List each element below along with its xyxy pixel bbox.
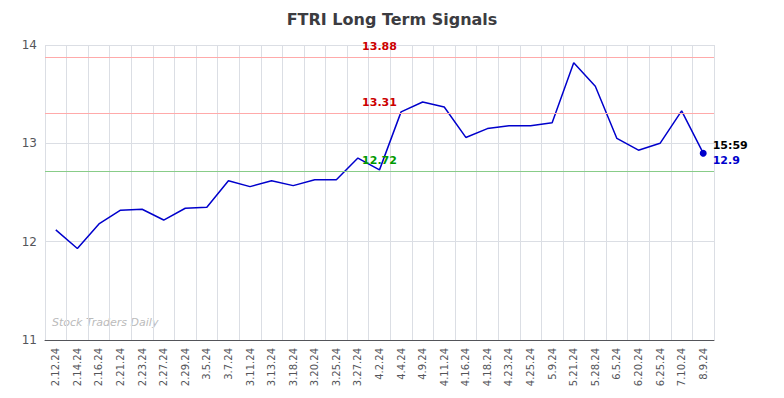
svg-text:6.25.24: 6.25.24 xyxy=(655,348,666,386)
svg-text:2.29.24: 2.29.24 xyxy=(180,348,191,386)
svg-text:2.21.24: 2.21.24 xyxy=(115,348,126,386)
svg-text:4.9.24: 4.9.24 xyxy=(417,348,428,380)
svg-text:12.9: 12.9 xyxy=(713,154,740,167)
svg-text:3.7.24: 3.7.24 xyxy=(223,348,234,380)
svg-text:2.14.24: 2.14.24 xyxy=(72,348,83,386)
svg-text:3.25.24: 3.25.24 xyxy=(331,348,342,386)
svg-text:4.2.24: 4.2.24 xyxy=(374,348,385,380)
svg-text:2.27.24: 2.27.24 xyxy=(158,348,169,386)
svg-text:4.25.24: 4.25.24 xyxy=(525,348,536,386)
svg-text:6.20.24: 6.20.24 xyxy=(633,348,644,386)
svg-text:3.20.24: 3.20.24 xyxy=(309,348,320,386)
svg-text:3.13.24: 3.13.24 xyxy=(266,348,277,386)
svg-text:2.23.24: 2.23.24 xyxy=(137,348,148,386)
svg-text:14: 14 xyxy=(22,38,37,52)
svg-text:2.16.24: 2.16.24 xyxy=(93,348,104,386)
svg-text:6.5.24: 6.5.24 xyxy=(611,348,622,380)
svg-text:5.9.24: 5.9.24 xyxy=(547,348,558,380)
svg-text:13: 13 xyxy=(22,136,37,150)
svg-text:Stock Traders Daily: Stock Traders Daily xyxy=(52,316,159,329)
svg-text:11: 11 xyxy=(22,333,37,347)
svg-text:FTRI Long Term Signals: FTRI Long Term Signals xyxy=(287,10,498,29)
svg-text:12.72: 12.72 xyxy=(362,154,397,167)
svg-text:4.4.24: 4.4.24 xyxy=(396,348,407,380)
svg-text:3.5.24: 3.5.24 xyxy=(201,348,212,380)
svg-text:3.11.24: 3.11.24 xyxy=(245,348,256,386)
svg-text:8.9.24: 8.9.24 xyxy=(698,348,709,380)
svg-text:4.16.24: 4.16.24 xyxy=(460,348,471,386)
svg-text:2.12.24: 2.12.24 xyxy=(50,348,61,386)
svg-text:7.10.24: 7.10.24 xyxy=(676,348,687,386)
svg-text:3.18.24: 3.18.24 xyxy=(288,348,299,386)
svg-text:4.18.24: 4.18.24 xyxy=(482,348,493,386)
svg-text:4.11.24: 4.11.24 xyxy=(439,348,450,386)
svg-text:5.28.24: 5.28.24 xyxy=(590,348,601,386)
svg-text:3.27.24: 3.27.24 xyxy=(352,348,363,386)
svg-text:12: 12 xyxy=(22,235,37,249)
svg-text:5.21.24: 5.21.24 xyxy=(568,348,579,386)
svg-text:15:59: 15:59 xyxy=(713,139,748,152)
svg-text:13.88: 13.88 xyxy=(362,40,397,53)
svg-text:13.31: 13.31 xyxy=(362,96,397,109)
svg-text:4.23.24: 4.23.24 xyxy=(503,348,514,386)
